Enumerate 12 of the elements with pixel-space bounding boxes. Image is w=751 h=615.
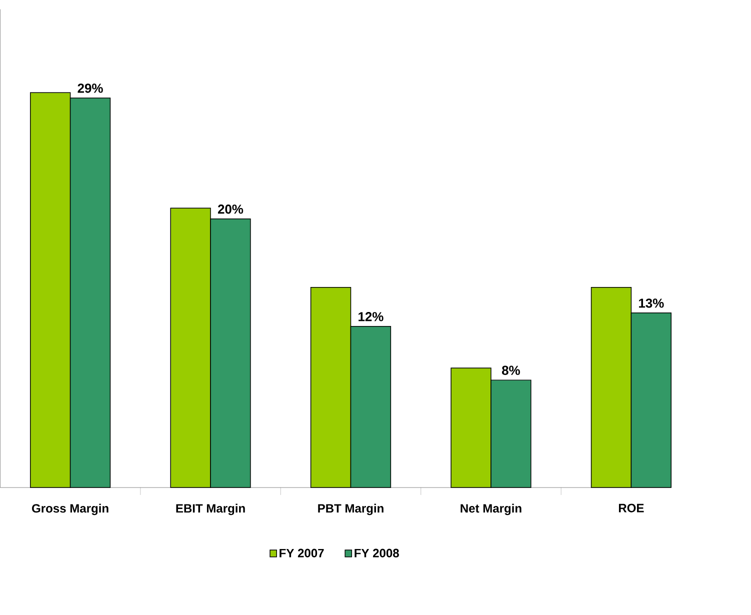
legend-label: FY 2008 [354,548,399,558]
x-tick-label: Gross Margin [32,504,108,516]
legend-label: FY 2007 [280,548,324,558]
data-label: 8% [502,366,520,376]
data-label: 29% [78,84,103,93]
data-label: 12% [358,312,384,322]
x-tick-label: PBT Margin [318,504,384,516]
data-label: 20% [218,204,244,214]
x-tick-label: ROE [618,504,644,512]
data-label: 13% [639,298,664,308]
x-tick-label: EBIT Margin [176,504,245,516]
x-tick-label: Net Margin [460,504,522,516]
